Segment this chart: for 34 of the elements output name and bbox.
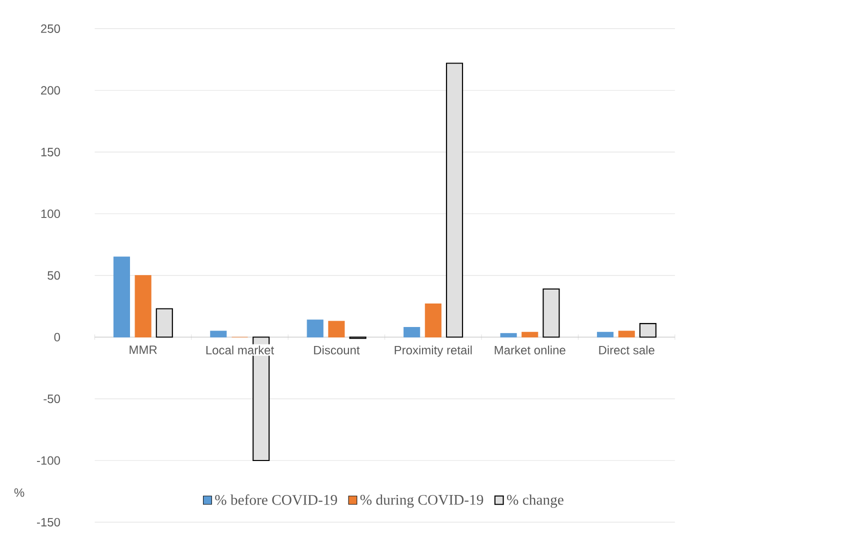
- y-tick-label: 100: [41, 209, 60, 218]
- y-tick-label: 0: [54, 332, 60, 342]
- bar: [596, 332, 614, 338]
- bar: [156, 308, 173, 338]
- legend-label: % change: [506, 494, 564, 508]
- bar: [446, 62, 464, 338]
- y-tick-label: 250: [41, 24, 60, 33]
- bar: [618, 330, 635, 338]
- y-tick-label: -100: [36, 456, 60, 465]
- bar: [424, 303, 442, 338]
- y-tick-label: 200: [41, 86, 60, 95]
- bar: [522, 332, 538, 338]
- y-tick-label: 50: [48, 271, 60, 280]
- bar: [542, 288, 560, 338]
- bar: [404, 326, 420, 338]
- legend-label: % during COVID-19: [360, 494, 484, 508]
- bar: [210, 330, 227, 338]
- bar: [328, 320, 345, 338]
- y-axis-title: %: [14, 488, 24, 497]
- x-tick-label: Discount: [314, 345, 360, 354]
- y-tick-label: -150: [36, 518, 60, 526]
- legend-label: % before COVID-19: [215, 494, 338, 505]
- y-tick-label: -50: [44, 394, 60, 403]
- bar: [500, 333, 517, 338]
- x-tick-label: MMR: [130, 345, 157, 354]
- bar: [639, 322, 656, 338]
- bar: [113, 256, 130, 338]
- x-tick-label: Local market: [206, 345, 274, 354]
- x-tick-label: Market online: [494, 345, 566, 354]
- bar: [134, 275, 152, 338]
- x-tick-label: Proximity retail: [394, 345, 472, 357]
- bar: [306, 319, 324, 338]
- y-tick-label: 150: [41, 148, 60, 156]
- x-tick-label: Direct sale: [599, 345, 654, 354]
